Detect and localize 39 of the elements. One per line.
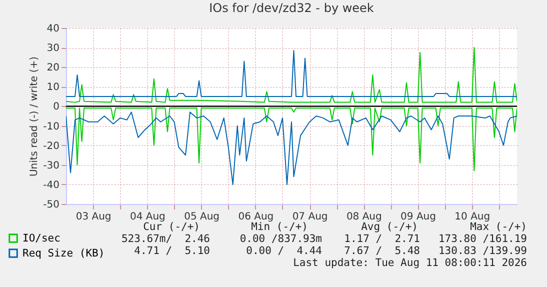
- line-series: [66, 112, 517, 185]
- x-tick-label: 05 Aug: [184, 212, 220, 222]
- y-tick-label: 30: [46, 43, 60, 54]
- line-series: [66, 50, 517, 97]
- y-tick-label: 40: [46, 24, 60, 34]
- text: Last update: Tue Aug 11 08:00:11 2026: [293, 257, 527, 269]
- text: 173.80 /161.19: [438, 233, 527, 245]
- line-series: [66, 47, 517, 103]
- y-tick-label: -20: [43, 140, 60, 152]
- x-tick-label: 08 Aug: [346, 212, 382, 222]
- y-tick-label: 10: [46, 82, 60, 94]
- text: 4.71 / 5.10: [134, 245, 210, 257]
- x-tick-label: 06 Aug: [238, 212, 274, 222]
- y-tick-label: -50: [43, 200, 60, 210]
- text: Avg (-/+): [361, 221, 418, 233]
- text: Max (-/+): [470, 221, 527, 233]
- y-tick-label: 0: [53, 102, 60, 113]
- text: Min (-/+): [251, 221, 308, 233]
- x-tick-label: 03 Aug: [76, 212, 112, 222]
- legend-label: IO/sec: [22, 232, 60, 244]
- line-series: [66, 108, 517, 172]
- legend-label: Req Size (KB): [22, 247, 105, 260]
- y-axis-title: Units read (-) / write (+): [29, 56, 40, 177]
- text: 0.00 / 4.44: [246, 245, 322, 257]
- text: 7.67 / 5.48: [344, 245, 420, 257]
- y-tick-label: 20: [46, 62, 60, 74]
- x-tick-label: 07 Aug: [292, 212, 328, 222]
- text: 0.00 /837.93m: [240, 233, 322, 245]
- y-tick-label: -40: [43, 180, 60, 191]
- text: 1.17 / 2.71: [344, 233, 420, 245]
- text: Cur (-/+): [143, 221, 200, 233]
- x-tick-label: 10 Aug: [454, 212, 490, 222]
- chart-title: IOs for /dev/zd32 - by week: [209, 1, 374, 15]
- text: 130.83 /139.99: [438, 245, 527, 257]
- y-tick-label: -10: [43, 121, 60, 132]
- x-tick-label: 04 Aug: [130, 212, 166, 222]
- y-tick-label: -30: [43, 160, 60, 172]
- text: 523.67m/ 2.46: [121, 233, 210, 245]
- x-tick-label: 09 Aug: [400, 212, 436, 222]
